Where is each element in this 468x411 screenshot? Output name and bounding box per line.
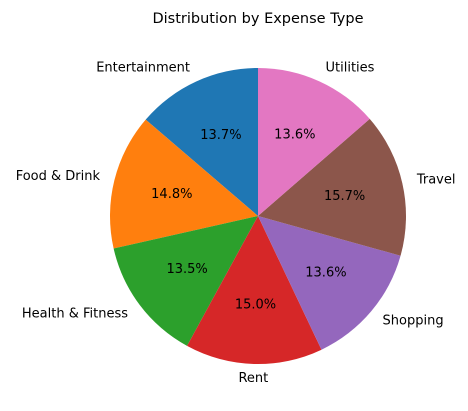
pie-category-label: Rent (238, 371, 268, 386)
pie-category-label: Travel (416, 173, 456, 188)
pie-percent-label: 13.6% (274, 128, 315, 143)
pie-category-label: Utilities (326, 60, 375, 75)
pie-category-label: Health & Fitness (22, 307, 128, 322)
pie-category-label: Shopping (383, 313, 444, 328)
pie-category-label: Entertainment (96, 61, 190, 76)
pie-percent-label: 14.8% (151, 187, 192, 202)
pie-percent-label: 13.5% (166, 262, 207, 277)
pie-percent-label: 15.7% (324, 189, 365, 204)
pie-percent-label: 13.6% (305, 266, 346, 281)
pie-percent-label: 15.0% (235, 297, 276, 312)
pie-category-label: Food & Drink (16, 169, 101, 184)
pie-slices (110, 68, 406, 364)
chart-title: Distribution by Expense Type (152, 11, 363, 27)
pie-percent-label: 13.7% (200, 128, 241, 143)
